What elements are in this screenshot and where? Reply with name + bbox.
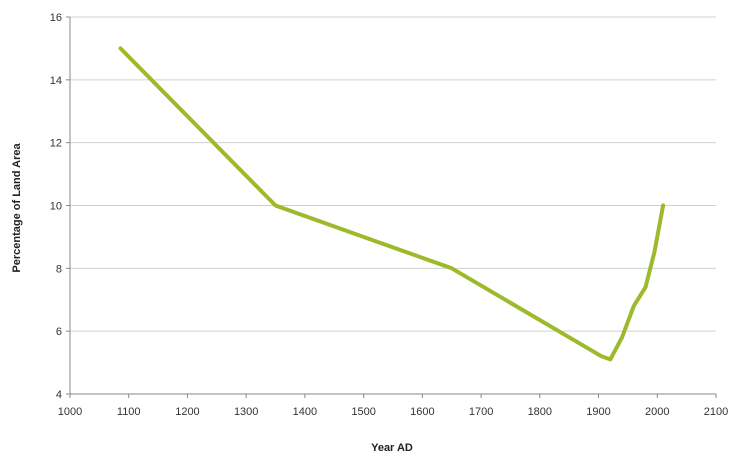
y-tick-label-14: 14	[50, 75, 62, 87]
series-line-0	[118, 46, 666, 362]
axes	[66, 16, 717, 398]
x-tick-label-1100: 1100	[117, 406, 141, 418]
y-tick-labels: 4 6 8 10 12 14 16	[50, 12, 62, 401]
x-tick-labels: 1000 1100 1200 1300 1400 1500 1600 1700 1800 1900…	[58, 406, 728, 418]
x-tick-label-1700: 1700	[469, 406, 493, 418]
x-axis-label: Year AD	[371, 442, 413, 454]
x-tick-label-1900: 1900	[586, 406, 610, 418]
x-tick-label-1400: 1400	[293, 406, 317, 418]
x-tick-label-2000: 2000	[645, 406, 669, 418]
y-tick-label-8: 8	[56, 263, 62, 275]
x-tick-label-1800: 1800	[528, 406, 552, 418]
y-tick-label-6: 6	[56, 326, 62, 338]
series-group	[118, 46, 666, 362]
x-tick-label-1600: 1600	[410, 406, 434, 418]
x-tick-label-1000: 1000	[58, 406, 82, 418]
y-axis-label: Percentage of Land Area	[11, 143, 23, 273]
x-tick-label-1200: 1200	[175, 406, 199, 418]
y-tick-label-4: 4	[56, 389, 62, 401]
y-tick-label-16: 16	[50, 12, 62, 24]
y-tick-label-10: 10	[50, 201, 62, 213]
x-tick-label-1300: 1300	[234, 406, 258, 418]
x-tick-label-2100: 2100	[704, 406, 728, 418]
x-tick-label-1500: 1500	[351, 406, 375, 418]
gridlines	[70, 16, 716, 332]
y-tick-label-12: 12	[50, 138, 62, 150]
